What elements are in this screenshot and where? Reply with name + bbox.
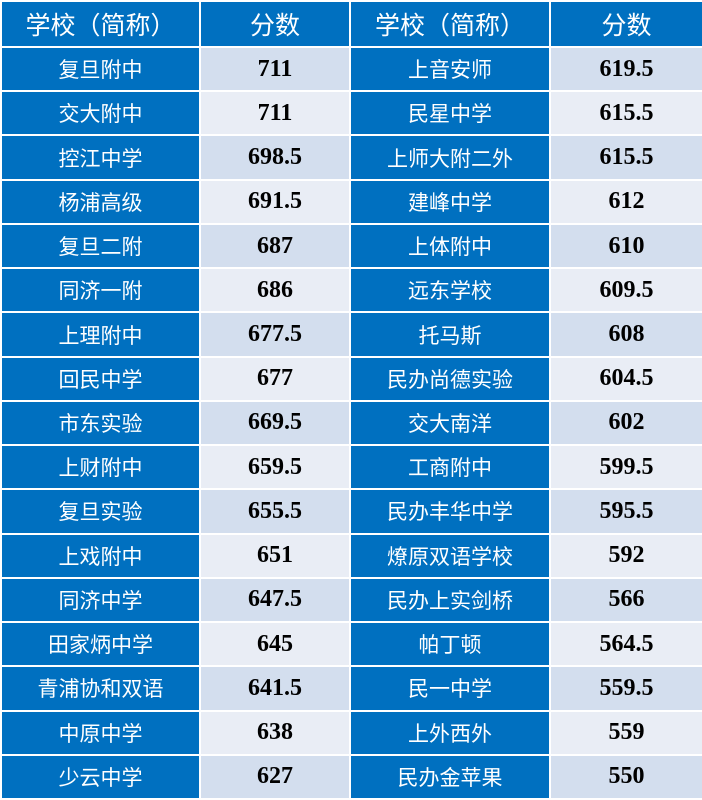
- table-row: 青浦协和双语 641.5 民一中学 559.5: [0, 665, 702, 712]
- score-cell: 641.5: [199, 665, 351, 712]
- table-row: 上理附中 677.5 托马斯 608: [0, 311, 702, 358]
- score-cell: 559.5: [549, 665, 702, 712]
- school-name-cell: 上戏附中: [0, 532, 201, 579]
- table-row: 回民中学 677 民办尚德实验 604.5: [0, 355, 702, 402]
- school-name-cell: 少云中学: [0, 753, 201, 800]
- score-cell: 627: [199, 753, 351, 800]
- table-row: 交大附中 711 民星中学 615.5: [0, 90, 702, 137]
- school-name-cell: 回民中学: [0, 355, 201, 402]
- score-cell: 711: [199, 45, 351, 93]
- school-name-cell: 复旦附中: [0, 45, 201, 93]
- school-name-cell: 田家炳中学: [0, 621, 201, 668]
- school-name-cell: 交大附中: [0, 90, 201, 137]
- school-name-cell: 上体附中: [349, 222, 551, 270]
- school-name-cell: 复旦实验: [0, 488, 201, 535]
- score-cell: 610: [549, 222, 702, 270]
- table-row: 控江中学 698.5 上师大附二外 615.5: [0, 134, 702, 181]
- table-row: 市东实验 669.5 交大南洋 602: [0, 399, 702, 447]
- school-name-cell: 民办丰华中学: [349, 488, 551, 535]
- school-name-cell: 民办金苹果: [349, 753, 551, 800]
- school-name-cell: 上音安师: [349, 45, 551, 93]
- score-cell: 599.5: [549, 444, 702, 491]
- school-name-cell: 上师大附二外: [349, 134, 551, 181]
- score-cell: 655.5: [199, 488, 351, 535]
- table-row: 少云中学 627 民办金苹果 550: [0, 753, 702, 800]
- school-name-cell: 远东学校: [349, 267, 551, 314]
- score-cell: 604.5: [549, 355, 702, 402]
- school-name-cell: 交大南洋: [349, 399, 551, 447]
- school-name-cell: 青浦协和双语: [0, 665, 201, 712]
- score-cell: 564.5: [549, 621, 702, 668]
- table-row: 复旦二附 687 上体附中 610: [0, 222, 702, 270]
- table-row: 上财附中 659.5 工商附中 599.5: [0, 444, 702, 491]
- school-name-cell: 燎原双语学校: [349, 532, 551, 579]
- score-cell: 638: [199, 709, 351, 756]
- score-cell: 677: [199, 355, 351, 402]
- table-row: 杨浦高级 691.5 建峰中学 612: [0, 178, 702, 225]
- score-cell: 608: [549, 311, 702, 358]
- table-row: 同济中学 647.5 民办上实剑桥 566: [0, 576, 702, 624]
- school-name-cell: 民一中学: [349, 665, 551, 712]
- header-score-left: 分数: [199, 0, 351, 48]
- school-name-cell: 托马斯: [349, 311, 551, 358]
- school-name-cell: 帕丁顿: [349, 621, 551, 668]
- school-name-cell: 民办上实剑桥: [349, 576, 551, 624]
- school-name-cell: 上外西外: [349, 709, 551, 756]
- score-cell: 669.5: [199, 399, 351, 447]
- score-cell: 651: [199, 532, 351, 579]
- header-score-right: 分数: [549, 0, 702, 48]
- header-row: 学校（简称） 分数 学校（简称） 分数: [0, 0, 702, 48]
- school-name-cell: 上财附中: [0, 444, 201, 491]
- score-cell: 595.5: [549, 488, 702, 535]
- score-cell: 645: [199, 621, 351, 668]
- score-cell: 592: [549, 532, 702, 579]
- score-cell: 711: [199, 90, 351, 137]
- score-cell: 647.5: [199, 576, 351, 624]
- table-row: 复旦附中 711 上音安师 619.5: [0, 45, 702, 93]
- school-name-cell: 建峰中学: [349, 178, 551, 225]
- score-cell: 566: [549, 576, 702, 624]
- table-row: 同济一附 686 远东学校 609.5: [0, 267, 702, 314]
- table-row: 田家炳中学 645 帕丁顿 564.5: [0, 621, 702, 668]
- table-row: 复旦实验 655.5 民办丰华中学 595.5: [0, 488, 702, 535]
- school-name-cell: 工商附中: [349, 444, 551, 491]
- school-name-cell: 复旦二附: [0, 222, 201, 270]
- school-name-cell: 同济一附: [0, 267, 201, 314]
- score-cell: 612: [549, 178, 702, 225]
- score-cell: 619.5: [549, 45, 702, 93]
- school-name-cell: 上理附中: [0, 311, 201, 358]
- table-row: 中原中学 638 上外西外 559: [0, 709, 702, 756]
- score-cell: 691.5: [199, 178, 351, 225]
- school-name-cell: 控江中学: [0, 134, 201, 181]
- score-cell: 698.5: [199, 134, 351, 181]
- header-school-left: 学校（简称）: [0, 0, 201, 48]
- score-cell: 687: [199, 222, 351, 270]
- school-name-cell: 同济中学: [0, 576, 201, 624]
- score-cell: 615.5: [549, 90, 702, 137]
- score-cell: 609.5: [549, 267, 702, 314]
- school-name-cell: 市东实验: [0, 399, 201, 447]
- score-cell: 677.5: [199, 311, 351, 358]
- table-row: 上戏附中 651 燎原双语学校 592: [0, 532, 702, 579]
- score-cell: 602: [549, 399, 702, 447]
- score-cell: 615.5: [549, 134, 702, 181]
- school-name-cell: 民办尚德实验: [349, 355, 551, 402]
- school-name-cell: 杨浦高级: [0, 178, 201, 225]
- score-cell: 559: [549, 709, 702, 756]
- score-cell: 550: [549, 753, 702, 800]
- school-name-cell: 民星中学: [349, 90, 551, 137]
- score-cell: 659.5: [199, 444, 351, 491]
- score-cell: 686: [199, 267, 351, 314]
- school-name-cell: 中原中学: [0, 709, 201, 756]
- header-school-right: 学校（简称）: [349, 0, 551, 48]
